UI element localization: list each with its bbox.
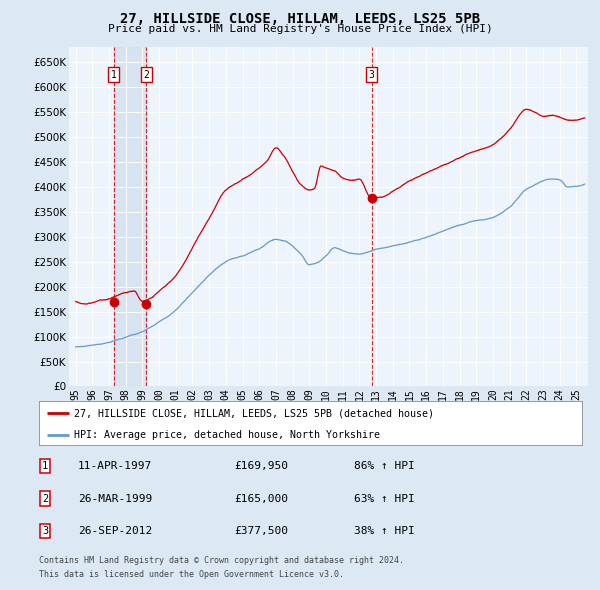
Text: 26-MAR-1999: 26-MAR-1999 bbox=[78, 494, 152, 503]
Text: 3: 3 bbox=[368, 70, 374, 80]
Text: Contains HM Land Registry data © Crown copyright and database right 2024.: Contains HM Land Registry data © Crown c… bbox=[39, 556, 404, 565]
Text: 1: 1 bbox=[42, 461, 48, 471]
Text: 26-SEP-2012: 26-SEP-2012 bbox=[78, 526, 152, 536]
Text: 27, HILLSIDE CLOSE, HILLAM, LEEDS, LS25 5PB (detached house): 27, HILLSIDE CLOSE, HILLAM, LEEDS, LS25 … bbox=[74, 408, 434, 418]
Text: Price paid vs. HM Land Registry's House Price Index (HPI): Price paid vs. HM Land Registry's House … bbox=[107, 24, 493, 34]
Text: £169,950: £169,950 bbox=[234, 461, 288, 471]
Bar bbox=[114, 47, 146, 386]
Text: This data is licensed under the Open Government Licence v3.0.: This data is licensed under the Open Gov… bbox=[39, 571, 344, 579]
Text: 3: 3 bbox=[42, 526, 48, 536]
Text: HPI: Average price, detached house, North Yorkshire: HPI: Average price, detached house, Nort… bbox=[74, 430, 380, 440]
Text: 27, HILLSIDE CLOSE, HILLAM, LEEDS, LS25 5PB: 27, HILLSIDE CLOSE, HILLAM, LEEDS, LS25 … bbox=[120, 12, 480, 26]
Text: £377,500: £377,500 bbox=[234, 526, 288, 536]
Text: 38% ↑ HPI: 38% ↑ HPI bbox=[354, 526, 415, 536]
Text: £165,000: £165,000 bbox=[234, 494, 288, 503]
Text: 1: 1 bbox=[111, 70, 116, 80]
Text: 2: 2 bbox=[143, 70, 149, 80]
Text: 63% ↑ HPI: 63% ↑ HPI bbox=[354, 494, 415, 503]
Text: 11-APR-1997: 11-APR-1997 bbox=[78, 461, 152, 471]
Text: 2: 2 bbox=[42, 494, 48, 503]
Text: 86% ↑ HPI: 86% ↑ HPI bbox=[354, 461, 415, 471]
